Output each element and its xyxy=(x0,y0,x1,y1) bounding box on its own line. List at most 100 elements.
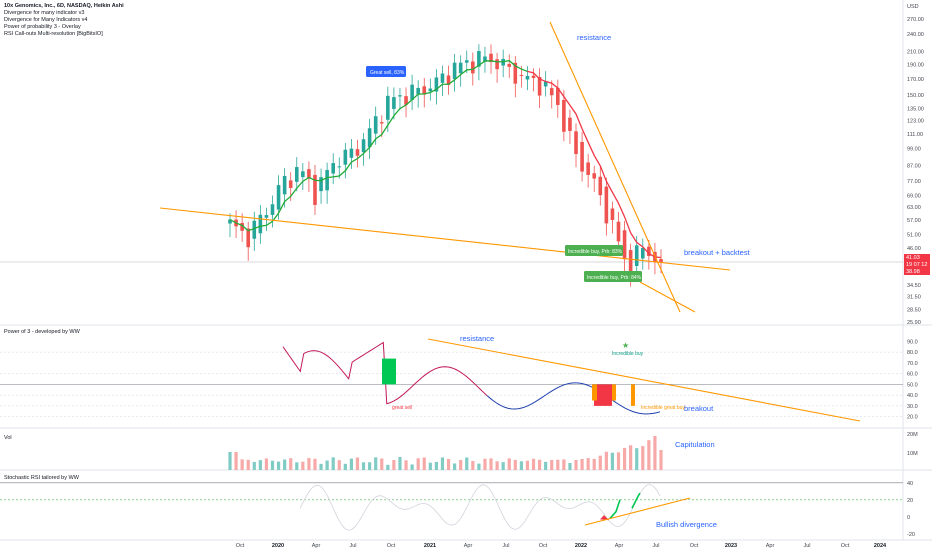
date-tick: Apr xyxy=(464,543,473,549)
volume-bar xyxy=(647,440,651,470)
volume-bar xyxy=(495,461,499,470)
date-tick: Apr xyxy=(615,543,624,549)
indicator-line-1[interactable]: Divergence for many indicator v3 xyxy=(4,10,84,16)
price-tick: 69.00 xyxy=(907,193,921,199)
volume-bar xyxy=(501,462,505,470)
volume-bar xyxy=(301,461,305,470)
date-tick: 2023 xyxy=(725,543,737,549)
date-tick: Jul xyxy=(652,543,659,549)
price-axis-currency: USD xyxy=(907,4,919,10)
candle-body xyxy=(392,97,396,109)
volume-bar xyxy=(622,447,627,470)
candle-body xyxy=(556,87,560,105)
power-pane-label[interactable]: Power of 3 - developed by WW xyxy=(4,329,81,335)
candle-body xyxy=(386,95,390,120)
volume-bar xyxy=(440,457,445,470)
volume-bar xyxy=(556,459,560,470)
date-tick: Jul xyxy=(502,543,509,549)
indicator-line-2[interactable]: Divergence for Many Indicators v4 xyxy=(4,17,87,23)
candle-body xyxy=(416,87,420,95)
candle-body xyxy=(531,75,536,78)
volume-bar xyxy=(246,459,250,470)
indicator-line-3[interactable]: Power of probability 3 - Overlay xyxy=(4,24,81,30)
candle-body xyxy=(452,62,457,80)
frame xyxy=(0,0,932,541)
candle-body xyxy=(373,116,378,134)
vol-pane xyxy=(228,436,663,470)
callout-incredible-buy-2-box xyxy=(584,271,642,282)
price-tag-label: 41.03 xyxy=(906,255,920,261)
candle-body xyxy=(628,250,633,274)
candle-body xyxy=(313,174,317,205)
great-buy-orange xyxy=(631,384,635,406)
callout-incredible-buy-1-text: Incredible buy, Prb: 83% xyxy=(568,249,623,255)
vol-pane-label[interactable]: Vol xyxy=(4,435,12,441)
date-axis[interactable]: Oct 2020 Apr Jul Oct 2021 Apr Jul Oct 2022 Apr Jul O… xyxy=(236,543,887,549)
vol-axis: 20M 10M xyxy=(907,432,918,457)
date-tick: Oct xyxy=(236,543,245,549)
callout-incredible-buy-1-box xyxy=(565,245,623,256)
annotation-power-breakout: breakout xyxy=(684,404,714,413)
volume-bar xyxy=(404,460,408,470)
candle-body xyxy=(446,75,451,85)
candle-body xyxy=(398,95,402,97)
date-tick: Oct xyxy=(387,543,396,549)
candle-body xyxy=(604,186,609,224)
volume-bar xyxy=(544,461,548,470)
volume-bar xyxy=(380,458,384,470)
stoch-bull-segment-1 xyxy=(609,499,621,519)
candle-body xyxy=(404,96,408,105)
volume-bar xyxy=(416,458,420,470)
stoch-pane-label[interactable]: Stochastic RSI tailored by WW xyxy=(4,475,80,481)
date-tick: 2020 xyxy=(272,543,284,549)
price-tag-box xyxy=(904,268,930,275)
volume-bar xyxy=(531,458,536,470)
price-tick: 135.00 xyxy=(907,107,924,113)
date-tick: Oct xyxy=(539,543,548,549)
price-tick: 111.00 xyxy=(907,132,923,138)
candle-body xyxy=(586,162,590,175)
price-tick: 28.50 xyxy=(907,308,921,314)
support-trendline xyxy=(159,207,731,271)
price-tag-box xyxy=(904,254,930,261)
volume-bar xyxy=(513,459,517,470)
volume-bar xyxy=(604,451,608,470)
price-tick: 123.00 xyxy=(907,119,924,125)
candle-body xyxy=(355,149,360,156)
volume-bar xyxy=(428,462,432,470)
price-tag-label: 38.98 xyxy=(906,269,920,275)
candle-body xyxy=(301,171,305,178)
annotation-incredible-great-buy: Incredible great buy xyxy=(641,405,685,411)
candle-body xyxy=(325,169,329,191)
stoch-bull-segment-2 xyxy=(631,492,641,509)
date-tick: Apr xyxy=(766,543,775,549)
price-tick: 34.50 xyxy=(907,283,921,289)
indicator-line-4[interactable]: RSI Call-outs Multi-resolution [BigBitsI… xyxy=(4,31,103,37)
volume-bar xyxy=(368,462,372,470)
price-tick: 77.00 xyxy=(907,179,921,185)
volume-bar xyxy=(653,436,657,470)
volume-bar xyxy=(337,460,341,470)
candle-body xyxy=(507,63,512,67)
volume-bar xyxy=(616,452,621,470)
volume-bar xyxy=(465,457,469,470)
volume-bar xyxy=(446,458,451,470)
volume-bar xyxy=(598,455,602,470)
power-tick: 90.0 xyxy=(907,339,918,345)
price-axis[interactable]: 270.00 240.00 210.00 190.00 170.00 150.00 135.… xyxy=(907,17,924,326)
candle-body xyxy=(434,77,439,92)
great-sell-block xyxy=(382,358,396,385)
power-tick: 50.0 xyxy=(907,382,918,388)
vol-tick: 10M xyxy=(907,451,918,457)
candle-body xyxy=(440,73,445,83)
stoch-pane xyxy=(0,482,903,531)
power-line-blue xyxy=(486,382,661,415)
price-tick: 210.00 xyxy=(907,49,924,55)
volume-bar xyxy=(234,452,238,470)
volume-bar xyxy=(343,463,347,470)
candle-body xyxy=(495,59,499,70)
date-tick: 2024 xyxy=(874,543,887,549)
price-tick: 270.00 xyxy=(907,17,924,23)
